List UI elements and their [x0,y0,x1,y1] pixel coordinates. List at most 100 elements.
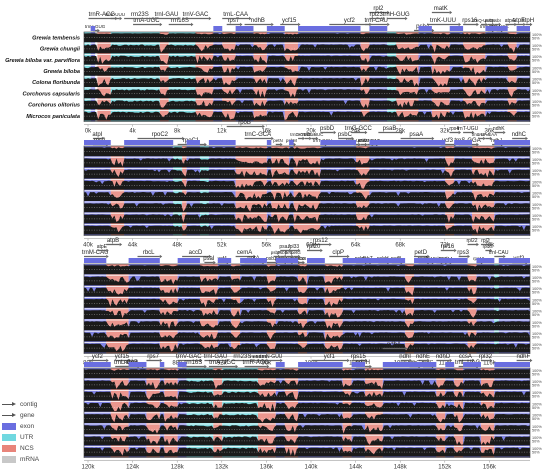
gene-label: rrn4.5S [253,354,268,359]
gene-arrow-head [483,136,486,141]
gene-arrow-head [204,142,207,147]
axis-tick-label: 16k [262,129,273,135]
gene-arrow-head [530,22,533,27]
gene-label: psaI [203,256,215,262]
gene-label: rpl16 [441,244,455,250]
pct-label-50: 50% [532,280,540,284]
legend-label: gene [20,412,35,419]
gene-label: rpl2 [481,238,490,244]
arrow-icon [2,412,16,417]
legend-swatch [2,445,16,452]
gene-arrow-head [302,136,305,141]
gene-arrow-head [280,358,283,363]
pct-label-100: 100% [532,203,542,207]
gene-label: atpA [505,18,516,24]
gene-arrow-head [182,136,185,141]
gene-label: psbJ [266,256,277,262]
gene-arrow-head [159,254,163,259]
gene-arrow-head [280,142,283,147]
gene-label: rrn23S [131,12,149,18]
gene-label: trnL-CAA [223,12,248,18]
gene-arrow-head [199,358,203,363]
gene-label: trnY-GUA [297,132,316,137]
gene-arrow-head [364,130,368,135]
axis-tick-label: 116k [483,361,497,367]
gene-label: accD [189,250,203,256]
gene-label: ycf15 [282,18,297,24]
gene-label: ndhE [416,354,430,360]
pct-label-100: 100% [532,447,542,451]
gene-label: trnA-UGC [133,18,160,24]
pct-label-50: 50% [532,184,540,188]
gene-arrow-head [204,364,207,369]
exon-box [84,140,111,145]
gene-label: psaJ [279,244,290,250]
pct-label-50: 50% [532,150,540,154]
gene-arrow-head [235,364,239,369]
pct-label-50: 50% [532,313,540,317]
gene-label: trnM-CAU [82,250,109,256]
legend-item-gene: gene [2,410,78,421]
gene-arrow-head [315,136,319,141]
panel-p3: atpBtrnM-CAUatpErbcLaccDpsaIycf4cemApetA… [82,238,543,367]
gene-label: atpB [107,238,119,244]
pct-label-50: 50% [532,336,540,340]
exon-box [289,140,294,145]
gene-arrow-head [489,248,493,253]
gene-label: rrn16S [171,18,189,24]
axis-tick-label: 36k [485,129,496,135]
gene-label: petD [414,250,427,256]
gene-arrow-head [503,130,506,135]
axis-tick-label: 32k [440,129,451,135]
exon-box [449,26,464,31]
gene-arrow-head [387,10,390,15]
pct-label-100: 100% [532,265,542,269]
gene-label: rpl32 [479,354,493,360]
panel-frame [83,367,531,458]
axis-tick-label: 68k [395,243,406,249]
panel-p1: trnH-GUG trnK-UUU trnA-UGC rrn16S trnR-ACG rr… [83,6,542,135]
gene-label: psbZ [358,138,368,143]
gene-label: rpl20 [307,244,321,250]
gene-label: trnH-GUG [85,24,106,29]
gene-arrow-head [213,260,216,265]
gene-arrow-head [472,358,475,363]
gene-arrow-head [458,22,462,27]
gene-label: ndhD [436,354,451,360]
gene-label: trnQ-UUG [473,18,494,23]
exon-box [485,26,508,31]
gene-label: cemA [237,250,252,256]
exon-box [351,362,365,367]
gene-label: rpl23 [483,244,494,249]
gene-label: rpoB [238,120,251,126]
pct-label-100: 100% [532,402,542,406]
legend-arrow-icon [2,412,16,419]
gene-arrow-head [472,130,475,135]
gene-label: trnR-ACG [243,360,270,366]
gene-label: ndhF [516,354,530,360]
gene-label: ycf2 [344,18,356,24]
gene-label: trnI-CAU [364,18,387,24]
axis-tick-label: 72k [440,243,451,249]
species-label: Grewia chungii [40,47,81,53]
gene-arrow-head [476,142,479,147]
pct-label-100: 100% [532,89,542,93]
gene-label: atpF [513,18,525,24]
gene-label: petN [273,138,283,143]
exon-box [476,258,495,263]
gene-arrow-head [489,242,493,247]
axis-tick-label: 124k [126,465,140,471]
gene-label: trnG-GCC [345,126,373,132]
gene-label: petL [285,250,294,255]
pct-label-50: 50% [532,372,540,376]
exon-box [186,140,200,145]
legend-item-exon: exon [2,421,78,432]
pct-label-50: 50% [532,440,540,444]
gene-arrow-head [291,254,294,259]
gene-label: rps16 [462,18,478,24]
gene-arrow-head [208,16,212,21]
exon-box [463,362,481,367]
gene-label: rpoC2 [152,132,169,138]
exon-box [275,258,299,263]
axis-tick-label: 152k [438,465,452,471]
